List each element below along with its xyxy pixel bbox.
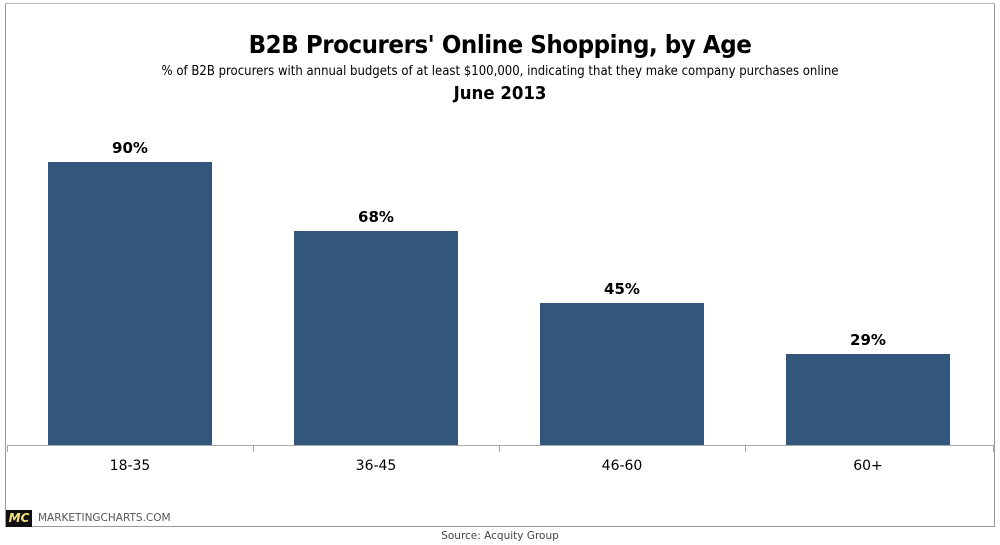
x-axis-tick [499, 445, 500, 452]
x-axis-tick [993, 445, 994, 452]
chart-date: June 2013 [453, 83, 547, 104]
x-category-label: 36-45 [355, 458, 397, 474]
chart-subtitle: % of B2B procurers with annual budgets o… [161, 64, 839, 79]
x-category-label: 60+ [853, 458, 883, 474]
x-axis-tick [253, 445, 254, 452]
x-category-label: 46-60 [601, 458, 643, 474]
bar-36-45 [294, 231, 458, 445]
x-axis-tick [7, 445, 8, 452]
bar-46-60 [540, 303, 704, 445]
bar-18-35 [48, 162, 212, 445]
brand-text: MARKETINGCHARTS.COM [38, 512, 171, 524]
marketingcharts-logo-icon: MC [6, 510, 32, 527]
x-axis-line [7, 445, 994, 446]
source-note: Source: Acquity Group [441, 530, 559, 542]
bar-value-label: 29% [850, 331, 886, 349]
bar-value-label: 68% [358, 208, 394, 226]
chart-title: B2B Procurers' Online Shopping, by Age [248, 30, 752, 59]
x-axis-tick [745, 445, 746, 452]
bar-60-plus [786, 354, 950, 445]
bar-value-label: 90% [112, 139, 148, 157]
x-category-label: 18-35 [109, 458, 151, 474]
bar-value-label: 45% [604, 280, 640, 298]
